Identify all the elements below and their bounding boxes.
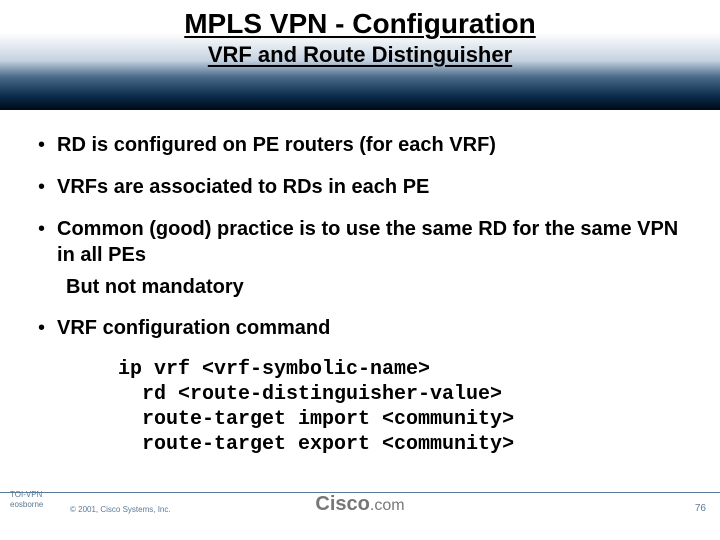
code-line: route-target export <community>	[118, 433, 514, 456]
slide-title: MPLS VPN - Configuration	[0, 8, 720, 40]
logo-main: Cisco	[315, 493, 369, 515]
code-line: route-target import <community>	[118, 408, 514, 431]
code-block: ip vrf <vrf-symbolic-name> rd <route-dis…	[118, 357, 682, 457]
bullet-text: RD is configured on PE routers (for each…	[57, 132, 496, 158]
bullet-dot-icon: •	[38, 174, 45, 200]
slide-footer: TOI-VPN eosborne © 2001, Cisco Systems, …	[0, 492, 720, 532]
bullet-dot-icon: •	[38, 315, 45, 341]
footer-code-line: eosborne	[10, 500, 43, 509]
code-line: ip vrf <vrf-symbolic-name>	[118, 358, 430, 381]
logo-suffix: .com	[370, 497, 405, 514]
bullet-text: VRFs are associated to RDs in each PE	[57, 174, 429, 200]
bullet-text: VRF configuration command	[57, 315, 330, 341]
slide-content: • RD is configured on PE routers (for ea…	[0, 110, 720, 457]
footer-copyright: © 2001, Cisco Systems, Inc.	[70, 505, 171, 514]
code-line: rd <route-distinguisher-value>	[118, 383, 502, 406]
footer-code-line: TOI-VPN	[10, 490, 42, 499]
page-number: 76	[695, 503, 706, 514]
sub-bullet-text: But not mandatory	[66, 276, 682, 299]
bullet-dot-icon: •	[38, 132, 45, 158]
bullet-item: • Common (good) practice is to use the s…	[38, 216, 682, 268]
bullet-dot-icon: •	[38, 216, 45, 242]
cisco-logo: Cisco.com	[315, 493, 404, 516]
bullet-item: • VRFs are associated to RDs in each PE	[38, 174, 682, 200]
bullet-item: • VRF configuration command	[38, 315, 682, 341]
slide-header: MPLS VPN - Configuration VRF and Route D…	[0, 0, 720, 110]
slide-subtitle: VRF and Route Distinguisher	[0, 42, 720, 68]
bullet-item: • RD is configured on PE routers (for ea…	[38, 132, 682, 158]
footer-doc-code: TOI-VPN eosborne	[10, 490, 43, 510]
bullet-text: Common (good) practice is to use the sam…	[57, 216, 682, 268]
